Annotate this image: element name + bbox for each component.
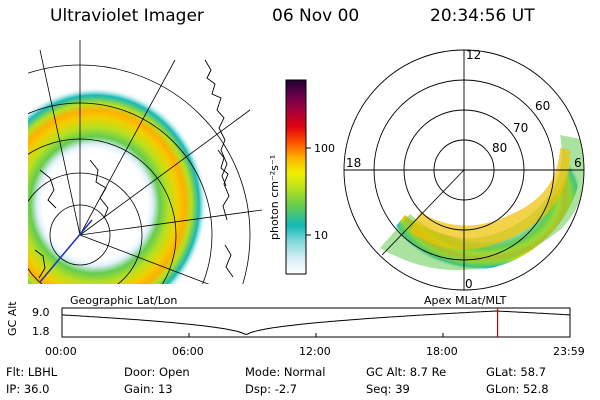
status-glat: GLat: 58.7: [486, 365, 547, 379]
mlat-label-60: 60: [535, 99, 550, 113]
colorbar-scale: [285, 79, 307, 275]
timeline-xtick-1: 06:00: [172, 345, 204, 358]
colorbar-label: photon cm⁻²s⁻¹: [268, 155, 281, 240]
geo-lon-grid: [39, 40, 262, 284]
timeline-xtick-3: 18:00: [426, 345, 458, 358]
timeline-ytick-bottom: 1.8: [32, 325, 50, 338]
geo-panel-label: Geographic Lat/Lon: [70, 294, 178, 307]
magnetic-panel: 12 18 6 0 80 70 60: [343, 48, 585, 291]
geographic-image: [28, 40, 262, 284]
status-gc-alt: GC Alt: 8.7 Re: [366, 365, 447, 379]
status-mode: Mode: Normal: [245, 365, 326, 379]
status-seq: Seq: 39: [366, 382, 410, 396]
mlt-label-0: 0: [465, 277, 473, 291]
status-glon: GLon: 52.8: [486, 382, 549, 396]
image-time: 20:34:56 UT: [430, 6, 535, 26]
status-dsp: Dsp: -2.7: [245, 382, 298, 396]
mlt-label-6: 6: [574, 156, 582, 170]
mlt-label-12: 12: [466, 48, 481, 62]
altitude-curve: [61, 310, 571, 335]
status-ip: IP: 36.0: [6, 382, 50, 396]
timeline-xtick-0: 00:00: [45, 345, 77, 358]
coastlines: [34, 59, 234, 279]
colorbar-tick-label-100: 100: [314, 142, 335, 155]
instrument-title: Ultraviolet Imager: [50, 6, 204, 26]
auroral-oval-geo: [28, 87, 207, 284]
terminator-line: [39, 219, 93, 283]
image-date: 06 Nov 00: [272, 6, 360, 26]
colorbar-tick-label-10: 10: [314, 229, 328, 242]
timeline-xtick-2: 12:00: [299, 345, 331, 358]
mag-panel-label: Apex MLat/MLT: [424, 294, 507, 307]
mlat-label-80: 80: [492, 141, 507, 155]
status-flt: Flt: LBHL: [6, 365, 58, 379]
colorbar: 100 10 photon cm⁻²s⁻¹: [268, 79, 335, 275]
altitude-timeline: [61, 307, 571, 338]
mlt-label-18: 18: [346, 156, 361, 170]
timeline-ytick-top: 9.0: [32, 306, 50, 319]
timeline-xtick-4: 23:59: [553, 345, 585, 358]
status-gain: Gain: 13: [124, 382, 173, 396]
timeline-ylabel: GC Alt: [6, 301, 19, 336]
mlat-label-70: 70: [513, 121, 528, 135]
mag-grid: [343, 49, 585, 291]
status-door: Door: Open: [124, 365, 190, 379]
oval-fill-inner: [410, 148, 571, 250]
timeline-x-ticks: [61, 333, 571, 337]
oval-fill-outer: [380, 135, 584, 271]
